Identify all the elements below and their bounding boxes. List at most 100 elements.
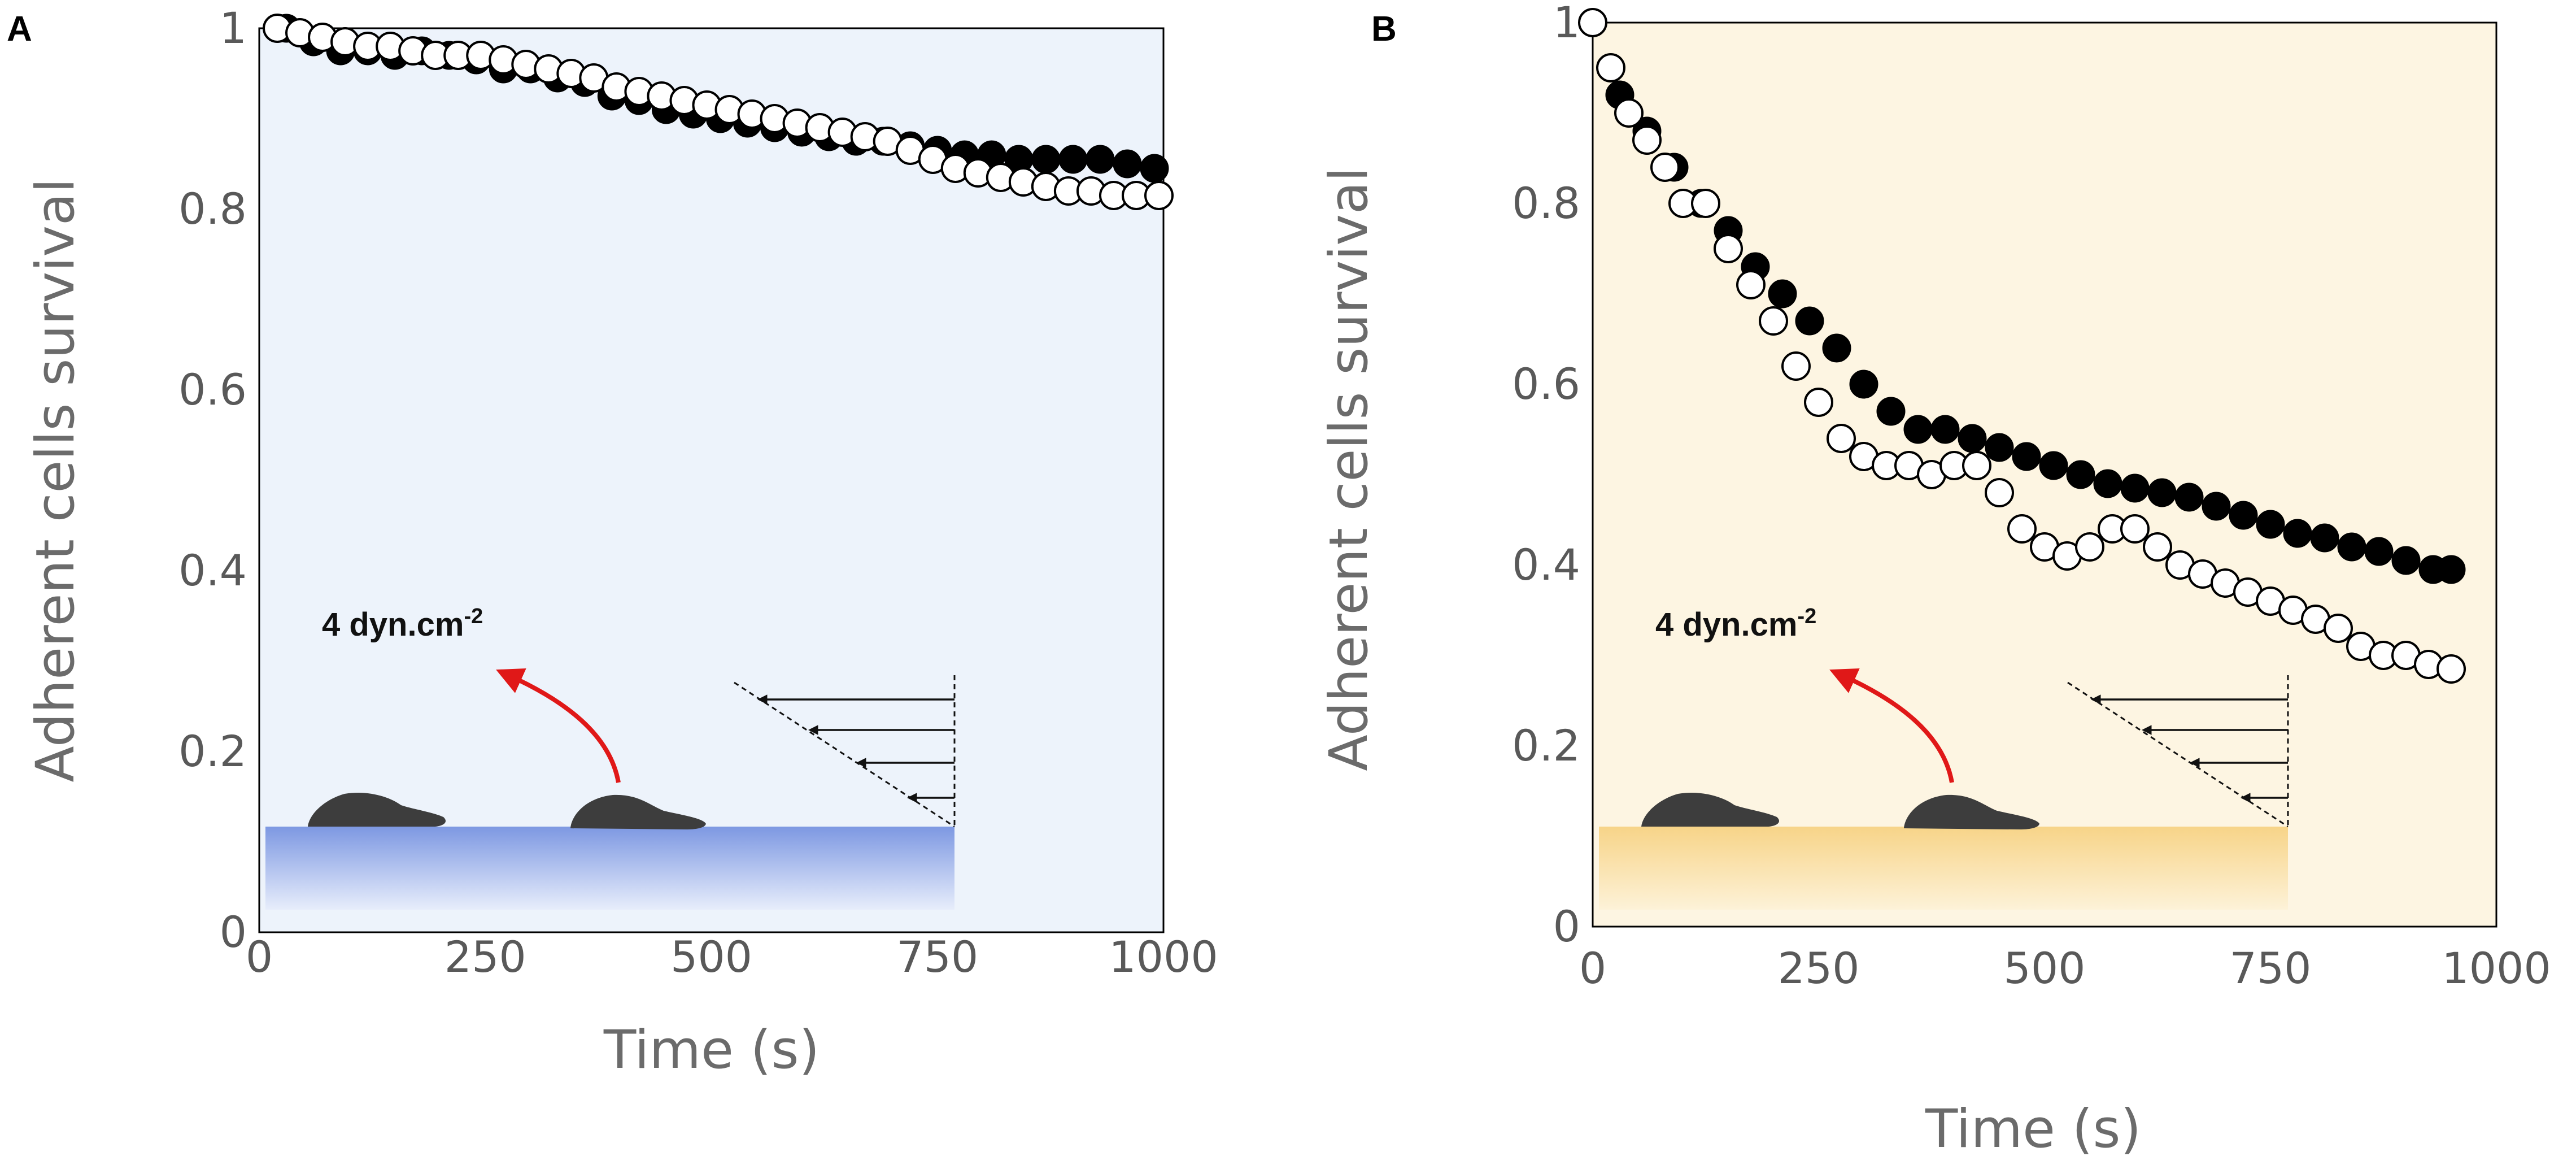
data-point-filled-b: [1822, 333, 1851, 363]
data-point-filled-b: [2337, 532, 2366, 562]
y-ticks-a: 0 0.2 0.4 0.6 0.8 1: [178, 3, 247, 957]
panel-label-a: A: [7, 10, 32, 49]
cell-shape-right-a: [570, 794, 706, 829]
x-axis-label-b: Time (s): [1925, 1098, 2141, 1160]
shear-flow-inset-b: 4 dyn.cm-2: [1599, 605, 2289, 910]
y-tick-label-b: 0.8: [1512, 178, 1580, 228]
x-tick-label-b: 1000: [2442, 943, 2551, 993]
data-point-open-b: [1596, 53, 1625, 82]
data-point-filled-a: [1140, 154, 1169, 183]
y-tick-label-a: 0.2: [178, 726, 247, 776]
y-tick-label-b: 0: [1553, 901, 1580, 951]
flow-profile-a: [734, 675, 956, 828]
data-point-filled-b: [2436, 555, 2466, 584]
x-tick-label-b: 500: [2003, 943, 2085, 993]
shear-stress-label-b: 4 dyn.cm-2: [1655, 605, 1816, 643]
x-tick-label-a: 250: [444, 932, 526, 982]
data-point-filled-a: [1031, 145, 1061, 174]
data-point-filled-b: [1795, 306, 1824, 336]
data-point-filled-b: [2202, 492, 2231, 521]
detach-arrow-b: [1829, 668, 1954, 783]
data-point-open-b: [1827, 424, 1856, 453]
cell-shape-left-b: [1641, 792, 1780, 827]
data-point-filled-b: [2012, 442, 2041, 471]
x-ticks-a: 0 250 500 750 1000: [246, 932, 1218, 982]
x-tick-label-b: 0: [1579, 943, 1606, 993]
panel-b: B 4 dyn.cm-2 0 0.2 0.4 0.6 0.8 1 0 250 500 750 10…: [1318, 0, 2551, 1160]
y-axis-label-a: Adherent cells survival: [25, 178, 86, 782]
data-point-filled-b: [2229, 501, 2258, 530]
shear-stress-label-a: 4 dyn.cm-2: [322, 605, 483, 643]
data-point-filled-b: [2256, 510, 2285, 539]
x-tick-label-a: 1000: [1109, 932, 1218, 982]
y-axis-label-b: Adherent cells survival: [1318, 167, 1380, 771]
data-point-filled-a: [1086, 145, 1115, 174]
data-point-open-b: [1614, 98, 1644, 128]
data-point-filled-b: [2310, 523, 2339, 553]
x-tick-label-b: 250: [1777, 943, 1859, 993]
series-open-b: [1578, 8, 2466, 684]
x-tick-label-a: 500: [670, 932, 752, 982]
y-tick-label-a: 0.4: [178, 545, 247, 596]
data-point-filled-b: [2120, 473, 2150, 503]
data-point-open-b: [2120, 514, 2150, 544]
data-point-filled-b: [2039, 451, 2068, 480]
data-point-filled-b: [2391, 546, 2421, 575]
data-point-filled-b: [2093, 469, 2122, 498]
data-point-open-b: [1781, 351, 1811, 381]
data-point-open-b: [1632, 125, 1662, 155]
data-point-open-b: [1962, 451, 1991, 480]
data-point-open-b: [2143, 532, 2172, 562]
x-tick-label-b: 750: [2229, 943, 2311, 993]
data-point-filled-b: [2283, 519, 2312, 548]
data-point-filled-b: [2174, 483, 2204, 512]
data-point-open-b: [1578, 8, 1607, 37]
data-point-filled-b: [2066, 460, 2095, 489]
data-point-open-b: [2007, 514, 2037, 544]
data-point-open-b: [1691, 189, 1720, 218]
detach-arrow-a: [496, 668, 621, 783]
data-point-filled-b: [1930, 415, 1960, 444]
data-point-filled-a: [1113, 149, 1142, 179]
x-ticks-b: 0 250 500 750 1000: [1579, 943, 2551, 993]
data-point-open-b: [1985, 478, 2014, 507]
shear-flow-inset-a: 4 dyn.cm-2: [265, 605, 956, 910]
y-tick-label-a: 0.6: [178, 364, 247, 415]
y-ticks-b: 0 0.2 0.4 0.6 0.8 1: [1512, 0, 1580, 951]
y-tick-label-a: 0.8: [178, 184, 247, 234]
data-point-filled-b: [1985, 433, 2014, 462]
cell-shape-left-a: [308, 792, 446, 827]
data-point-open-b: [1804, 388, 1833, 417]
data-point-filled-b: [1903, 415, 1933, 444]
data-point-open-b: [2324, 614, 2353, 643]
data-point-filled-b: [2364, 537, 2394, 566]
x-axis-label-a: Time (s): [603, 1019, 820, 1081]
data-point-filled-b: [1849, 370, 1878, 399]
data-point-open-b: [1650, 153, 1680, 182]
x-tick-label-a: 750: [896, 932, 978, 982]
y-tick-label-b: 0.4: [1512, 540, 1580, 590]
data-point-open-b: [1759, 306, 1788, 336]
y-tick-label-b: 1: [1553, 0, 1580, 47]
x-tick-label-a: 0: [246, 932, 273, 982]
data-point-filled-a: [1058, 145, 1088, 174]
data-point-filled-b: [1876, 397, 1906, 426]
series-open-a: [263, 14, 1174, 210]
data-point-open-b: [1714, 234, 1743, 263]
series-filled-b: [1578, 8, 2466, 584]
flow-profile-b: [2067, 675, 2289, 828]
y-tick-label-b: 0.2: [1512, 720, 1580, 771]
data-point-open-a: [1144, 181, 1174, 210]
data-point-filled-b: [2147, 478, 2177, 507]
data-point-open-b: [1736, 270, 1766, 299]
substrate-b: [1599, 827, 2288, 910]
substrate-a: [265, 827, 954, 910]
data-point-open-b: [2436, 654, 2466, 684]
data-point-filled-b: [1958, 424, 1987, 453]
y-tick-label-b: 0.6: [1512, 359, 1580, 409]
data-point-open-b: [2075, 532, 2104, 562]
panel-label-b: B: [1371, 10, 1397, 49]
panel-a: A 4 dyn.cm-2 0 0.2 0.4 0.6 0.8 1 0 250 500 750 10…: [7, 3, 1218, 1081]
y-tick-label-a: 1: [220, 3, 247, 53]
